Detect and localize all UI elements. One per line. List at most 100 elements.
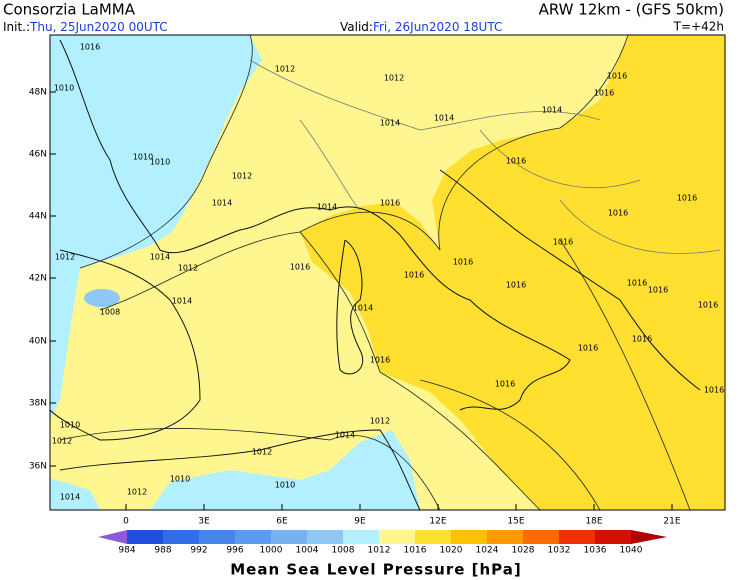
isobar-label: 1016 [495, 380, 515, 389]
isobar-label: 1014 [150, 253, 170, 262]
isobar-label: 1010 [170, 475, 190, 484]
field-low-west [50, 35, 262, 420]
colorbar-segment [307, 530, 343, 544]
colorbar-segment [415, 530, 451, 544]
isobar-label: 1014 [335, 431, 355, 440]
model: ARW 12km - (GFS 50km) [539, 1, 724, 19]
field-1016 [300, 35, 725, 510]
isobar-label: 1010 [150, 158, 170, 167]
isobar-label: 1016 [578, 344, 598, 353]
colorbar-segment [451, 530, 487, 544]
isobar-label: 1014 [353, 304, 373, 313]
colorbar-level: 1008 [332, 546, 355, 556]
lat-label: 40N [29, 337, 47, 347]
lead-time: T=+42h [673, 20, 724, 34]
coastline [439, 169, 701, 391]
isobar-label: 1012 [384, 74, 404, 83]
colorbar-level: 1036 [584, 546, 607, 556]
colorbar-segment [199, 530, 235, 544]
map-frame [49, 34, 726, 511]
coastline [59, 429, 421, 510]
colorbar-level: 1020 [440, 546, 463, 556]
colorbar-level: 1024 [476, 546, 499, 556]
isobar-label: 1012 [55, 253, 75, 262]
field-1008 [84, 289, 120, 307]
valid-line: Valid:Fri, 26Jun2020 18UTC [340, 20, 502, 34]
lon-label: 12E [429, 517, 446, 527]
map [50, 35, 725, 510]
colorbar-segment [127, 530, 163, 544]
lon-label: 21E [663, 517, 680, 527]
colorbar-segment [523, 530, 559, 544]
isobar-label: 1012 [127, 488, 147, 497]
isobar-label: 1016 [453, 258, 473, 267]
isobar [559, 239, 691, 510]
isobar-label: 1016 [594, 89, 614, 98]
isobar-label: 1016 [632, 335, 652, 344]
colorbar-level: 1028 [512, 546, 535, 556]
title: Consorzia LaMMA [3, 1, 136, 19]
isobar-label: 1016 [677, 194, 697, 203]
isobar-label: 1012 [52, 437, 72, 446]
isobar-label: 1012 [370, 417, 390, 426]
isobar-label: 1016 [506, 281, 526, 290]
isobar-label: 1016 [506, 157, 526, 166]
colorbar-segment [271, 530, 307, 544]
lon-label: 0 [123, 517, 129, 527]
valid-time: Fri, 26Jun2020 18UTC [373, 20, 502, 34]
colorbar-level: 1004 [296, 546, 319, 556]
lat-label: 42N [29, 274, 47, 284]
isobar-label: 1014 [60, 493, 80, 502]
colorbar-low-end [98, 530, 127, 544]
isobar-label: 1012 [232, 172, 252, 181]
colorbar-segment [163, 530, 199, 544]
field-low-south [150, 430, 420, 510]
lon-label: 18E [585, 517, 602, 527]
isobar-label: 1016 [608, 209, 628, 218]
isobar-label: 1016 [627, 279, 647, 288]
isobar [419, 379, 601, 510]
isobar-label: 1008 [100, 308, 120, 317]
isobar-label: 1012 [252, 448, 272, 457]
isobar-label: 1014 [317, 203, 337, 212]
colorbar-high-end [631, 530, 667, 544]
isobar [299, 231, 541, 510]
isobar [59, 428, 441, 510]
isobar [99, 231, 301, 311]
field-low-sw [50, 478, 100, 510]
isobar-label: 1016 [698, 301, 718, 310]
init-line: Init.:Thu, 25Jun2020 00UTC [3, 20, 168, 34]
lon-label: 3E [198, 517, 210, 527]
colorbar-level: 996 [226, 546, 243, 556]
coastline [59, 39, 571, 411]
border [249, 59, 721, 254]
isobar-label: 1016 [607, 72, 627, 81]
lon-label: 6E [276, 517, 288, 527]
lon-label: 9E [354, 517, 366, 527]
isobar-label: 1016 [404, 271, 424, 280]
colorbar-level: 988 [154, 546, 171, 556]
isobar-label: 1016 [370, 356, 390, 365]
lat-label: 38N [29, 399, 47, 409]
isobar-label: 1010 [60, 421, 80, 430]
isobar-label: 1016 [290, 263, 310, 272]
isobar-label: 1016 [704, 386, 724, 395]
colorbar-segment [595, 530, 631, 544]
isobar-label: 1010 [133, 153, 153, 162]
lat-label: 48N [29, 88, 47, 98]
colorbar-level: 1032 [548, 546, 571, 556]
colorbar-segment [343, 530, 379, 544]
isobar-label: 1012 [275, 65, 295, 74]
isobar-label: 1016 [380, 199, 400, 208]
coastline [50, 249, 201, 441]
lat-label: 46N [29, 150, 47, 160]
colorbar-segment [487, 530, 523, 544]
isobar-label: 1016 [80, 43, 100, 52]
isobar [79, 35, 253, 269]
colorbar-level: 1016 [404, 546, 427, 556]
lon-label: 15E [507, 517, 524, 527]
lat-label: 36N [29, 462, 47, 472]
colorbar-level: 992 [190, 546, 207, 556]
isobar-label: 1010 [54, 84, 74, 93]
